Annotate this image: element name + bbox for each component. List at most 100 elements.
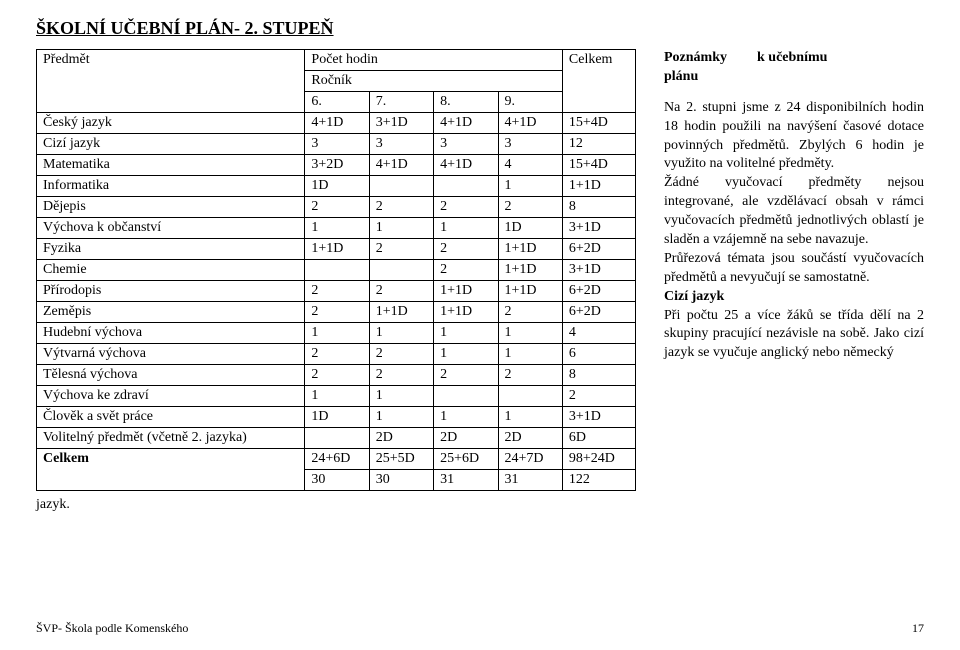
subject-cell: 2 bbox=[369, 281, 433, 302]
th-pocet-hodin: Počet hodin bbox=[305, 50, 563, 71]
footer: ŠVP- Škola podle Komenského 17 bbox=[36, 621, 924, 636]
subject-cell: 2 bbox=[369, 239, 433, 260]
subject-label: Informatika bbox=[37, 176, 305, 197]
subject-cell bbox=[369, 260, 433, 281]
subject-cell: 4+1D bbox=[434, 113, 498, 134]
table-row: Přírodopis221+1D1+1D6+2D bbox=[37, 281, 636, 302]
subject-cell: 1D bbox=[305, 407, 369, 428]
subject-cell: 1 bbox=[434, 344, 498, 365]
subject-cell: 3+1D bbox=[369, 113, 433, 134]
subject-cell bbox=[369, 176, 433, 197]
notes-p4: Při počtu 25 a více žáků se třída dělí n… bbox=[664, 307, 924, 364]
th-predmet: Předmět bbox=[37, 50, 305, 113]
subject-cell: 1 bbox=[498, 407, 562, 428]
subject-label: Výtvarná výchova bbox=[37, 344, 305, 365]
subject-cell: 1 bbox=[305, 323, 369, 344]
subject-cell: 1+1D bbox=[305, 239, 369, 260]
notes-p1: Na 2. stupni jsme z 24 disponibilních ho… bbox=[664, 99, 924, 175]
subject-cell bbox=[434, 386, 498, 407]
notes-heading: Poznámkyk učebnímu plánu bbox=[664, 49, 924, 87]
subject-cell bbox=[305, 428, 369, 449]
table-row: Fyzika1+1D221+1D6+2D bbox=[37, 239, 636, 260]
tail-word: jazyk. bbox=[36, 497, 636, 513]
subject-cell: 1 bbox=[498, 323, 562, 344]
subject-label: Cizí jazyk bbox=[37, 134, 305, 155]
subject-cell: 1 bbox=[498, 344, 562, 365]
total-row: Celkem 24+6D 25+5D 25+6D 24+7D 98+24D bbox=[37, 449, 636, 470]
table-row: Hudební výchova11114 bbox=[37, 323, 636, 344]
subject-cell: 2 bbox=[434, 260, 498, 281]
subject-cell: 3+2D bbox=[305, 155, 369, 176]
total-sum-a: 98+24D bbox=[562, 449, 635, 470]
subject-cell: 4+1D bbox=[498, 113, 562, 134]
subject-cell: 1 bbox=[498, 176, 562, 197]
subject-cell: 3+1D bbox=[562, 260, 635, 281]
table-row: Chemie21+1D3+1D bbox=[37, 260, 636, 281]
subject-label: Český jazyk bbox=[37, 113, 305, 134]
subject-cell: 4+1D bbox=[305, 113, 369, 134]
subject-cell: 1 bbox=[434, 407, 498, 428]
total-7a: 25+5D bbox=[369, 449, 433, 470]
subject-cell: 1+1D bbox=[434, 281, 498, 302]
subject-cell: 4+1D bbox=[434, 155, 498, 176]
subject-cell: 1 bbox=[305, 386, 369, 407]
footer-right: 17 bbox=[912, 621, 924, 636]
header-row-1: Předmět Počet hodin Celkem bbox=[37, 50, 636, 71]
subject-cell: 2 bbox=[305, 281, 369, 302]
subject-cell: 8 bbox=[562, 197, 635, 218]
subject-label: Matematika bbox=[37, 155, 305, 176]
notes-p3: Průřezová témata jsou součástí vyučovací… bbox=[664, 250, 924, 288]
subject-cell bbox=[434, 176, 498, 197]
subject-cell: 1D bbox=[305, 176, 369, 197]
th-8: 8. bbox=[434, 92, 498, 113]
subject-cell: 3+1D bbox=[562, 407, 635, 428]
subject-cell: 2D bbox=[498, 428, 562, 449]
subject-cell bbox=[305, 260, 369, 281]
subject-cell: 2 bbox=[305, 365, 369, 386]
subject-label: Volitelný předmět (včetně 2. jazyka) bbox=[37, 428, 305, 449]
subject-cell: 1 bbox=[369, 386, 433, 407]
total-8a: 25+6D bbox=[434, 449, 498, 470]
th-celkem: Celkem bbox=[562, 50, 635, 113]
subject-cell: 1D bbox=[498, 218, 562, 239]
subject-label: Zeměpis bbox=[37, 302, 305, 323]
subject-cell: 3 bbox=[498, 134, 562, 155]
subject-cell: 1 bbox=[369, 407, 433, 428]
table-row: Volitelný předmět (včetně 2. jazyka) 2D 2D… bbox=[37, 428, 636, 449]
subject-cell: 2 bbox=[434, 365, 498, 386]
subject-cell: 1 bbox=[369, 218, 433, 239]
table-row: Výtvarná výchova22116 bbox=[37, 344, 636, 365]
subject-cell: 6+2D bbox=[562, 281, 635, 302]
subject-cell: 6+2D bbox=[562, 302, 635, 323]
table-row: Matematika3+2D4+1D4+1D415+4D bbox=[37, 155, 636, 176]
subject-cell: 2 bbox=[369, 197, 433, 218]
subject-cell: 2 bbox=[305, 197, 369, 218]
subject-cell: 2 bbox=[305, 302, 369, 323]
subject-label: Člověk a svět práce bbox=[37, 407, 305, 428]
table-row: Zeměpis21+1D1+1D26+2D bbox=[37, 302, 636, 323]
subject-cell: 15+4D bbox=[562, 155, 635, 176]
table-row: Informatika1D11+1D bbox=[37, 176, 636, 197]
total-6b: 30 bbox=[305, 470, 369, 491]
total-6a: 24+6D bbox=[305, 449, 369, 470]
subject-cell: 1 bbox=[305, 218, 369, 239]
subject-cell: 2 bbox=[498, 365, 562, 386]
subject-cell: 2 bbox=[434, 239, 498, 260]
content-wrapper: Předmět Počet hodin Celkem Ročník 6. 7. … bbox=[36, 49, 924, 513]
subject-cell: 3+1D bbox=[562, 218, 635, 239]
table-row: Výchova k občanství1111D3+1D bbox=[37, 218, 636, 239]
table-row: Český jazyk4+1D3+1D4+1D4+1D15+4D bbox=[37, 113, 636, 134]
notes-subheading: Cizí jazyk bbox=[664, 288, 924, 307]
notes-p2: Žádné vyučovací předměty nejsou integrov… bbox=[664, 174, 924, 250]
subject-cell: 2 bbox=[498, 197, 562, 218]
subject-label: Výchova k občanství bbox=[37, 218, 305, 239]
subject-cell: 2 bbox=[562, 386, 635, 407]
subject-cell: 1 bbox=[434, 323, 498, 344]
subject-cell: 1+1D bbox=[369, 302, 433, 323]
total-label: Celkem bbox=[37, 449, 305, 491]
table-row: Výchova ke zdraví112 bbox=[37, 386, 636, 407]
th-6: 6. bbox=[305, 92, 369, 113]
subject-cell: 2D bbox=[369, 428, 433, 449]
subject-cell: 15+4D bbox=[562, 113, 635, 134]
th-rocnik: Ročník bbox=[305, 71, 563, 92]
